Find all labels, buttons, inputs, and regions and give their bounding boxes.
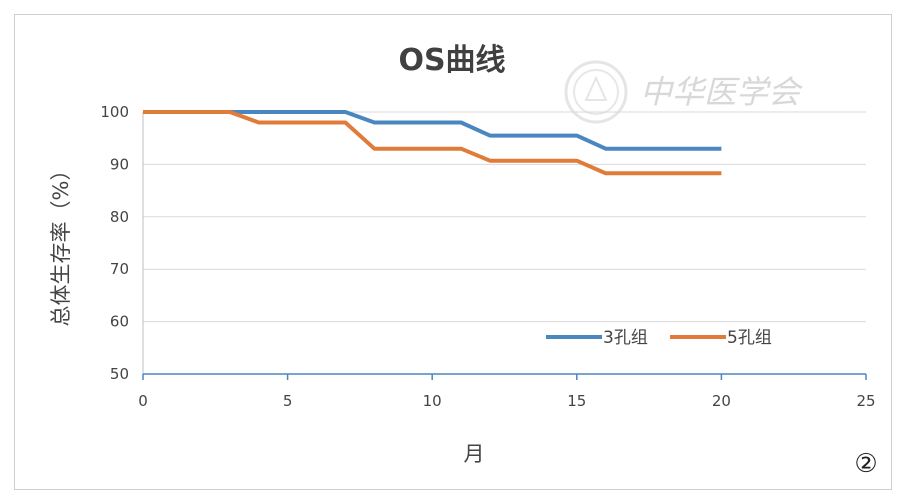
x-tick-label: 15 (567, 392, 586, 410)
y-tick-label: 60 (110, 313, 129, 331)
legend-label-1: 5孔组 (727, 328, 772, 348)
axes (142, 112, 867, 380)
tick-labels: 50 60 70 80 90 100 0 5 10 15 20 25 (100, 103, 875, 410)
y-tick-label: 50 (110, 365, 129, 383)
y-tick-label: 90 (110, 155, 129, 173)
y-tick-label: 80 (110, 208, 129, 226)
series-line-1 (143, 110, 722, 176)
legend: 3孔组 5孔组 (546, 328, 772, 348)
y-tick-label: 70 (110, 260, 129, 278)
x-tick-label: 25 (856, 392, 875, 410)
x-tick-label: 0 (138, 392, 148, 410)
chart-frame (14, 14, 892, 490)
x-tick-label: 20 (712, 392, 731, 410)
watermark-logo (564, 60, 628, 124)
y-tick-label: 100 (100, 103, 129, 121)
y-axis-label: 总体生存率（%） (49, 160, 73, 327)
panel-number: ② (854, 449, 877, 479)
gridlines (143, 111, 866, 323)
x-tick-label: 5 (283, 392, 293, 410)
watermark-text: 中华医学会 (640, 73, 803, 111)
legend-label-0: 3孔组 (603, 328, 648, 348)
chart-title: OS曲线 (398, 43, 505, 78)
x-axis-label: 月 (464, 442, 485, 466)
x-tick-label: 10 (423, 392, 442, 410)
series-line-0 (143, 110, 722, 151)
series-lines (143, 110, 722, 176)
